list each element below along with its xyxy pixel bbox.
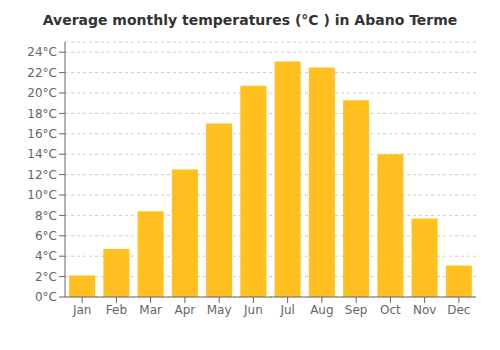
svg-text:6°C: 6°C xyxy=(35,229,57,243)
svg-text:14°C: 14°C xyxy=(27,147,57,161)
svg-text:8°C: 8°C xyxy=(35,209,57,223)
svg-text:12°C: 12°C xyxy=(27,168,57,182)
svg-text:Feb: Feb xyxy=(106,303,127,317)
svg-text:4°C: 4°C xyxy=(35,249,57,263)
svg-text:Jul: Jul xyxy=(279,303,294,317)
svg-text:Jun: Jun xyxy=(243,303,263,317)
svg-text:Mar: Mar xyxy=(139,303,162,317)
svg-text:22°C: 22°C xyxy=(27,66,57,80)
svg-text:Aug: Aug xyxy=(310,303,333,317)
svg-text:Jan: Jan xyxy=(72,303,92,317)
svg-text:Nov: Nov xyxy=(413,303,436,317)
svg-text:Oct: Oct xyxy=(380,303,401,317)
svg-text:20°C: 20°C xyxy=(27,86,57,100)
svg-text:Apr: Apr xyxy=(174,303,195,317)
svg-text:Dec: Dec xyxy=(447,303,470,317)
svg-text:10°C: 10°C xyxy=(27,188,57,202)
svg-text:Sep: Sep xyxy=(345,303,368,317)
svg-text:24°C: 24°C xyxy=(27,45,57,59)
svg-text:18°C: 18°C xyxy=(27,107,57,121)
svg-text:May: May xyxy=(207,303,232,317)
html-text:Average monthly temperatures (: Average monthly temperatures (°C ) in Ab… xyxy=(42,12,458,28)
svg-text:0°C: 0°C xyxy=(35,290,57,304)
svg-text:2°C: 2°C xyxy=(35,270,57,284)
svg-text:16°C: 16°C xyxy=(27,127,57,141)
